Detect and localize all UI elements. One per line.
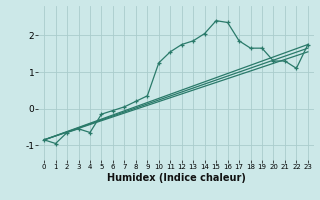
X-axis label: Humidex (Indice chaleur): Humidex (Indice chaleur) bbox=[107, 173, 245, 183]
